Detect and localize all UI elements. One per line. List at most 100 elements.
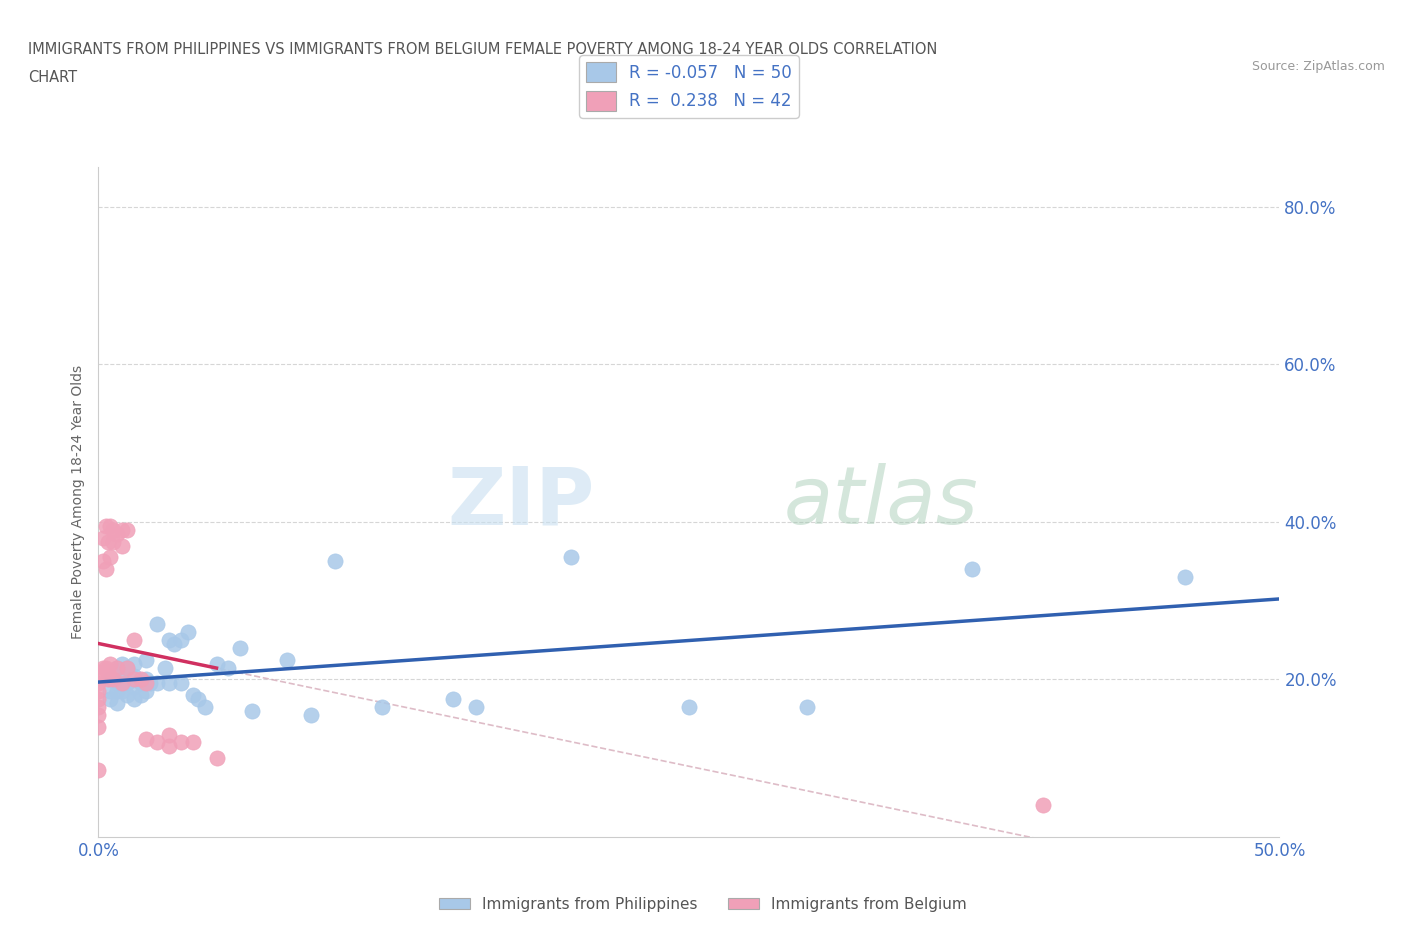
Point xyxy=(97,672,120,687)
Text: IMMIGRANTS FROM PHILIPPINES VS IMMIGRANTS FROM BELGIUM FEMALE POVERTY AMONG 18-2: IMMIGRANTS FROM PHILIPPINES VS IMMIGRANT… xyxy=(28,42,938,57)
Legend: R = -0.057   N = 50, R =  0.238   N = 42: R = -0.057 N = 50, R = 0.238 N = 42 xyxy=(579,55,799,117)
Point xyxy=(205,751,228,765)
Point xyxy=(98,518,121,533)
Point xyxy=(87,708,110,723)
Text: ZIP: ZIP xyxy=(447,463,595,541)
Text: CHART: CHART xyxy=(28,70,77,85)
Point xyxy=(91,660,114,675)
Point xyxy=(678,699,700,714)
Point xyxy=(87,664,110,679)
Point xyxy=(115,660,138,675)
Point xyxy=(146,676,169,691)
Point xyxy=(105,660,128,675)
Point xyxy=(181,688,204,703)
Point xyxy=(94,660,117,675)
Point xyxy=(105,684,128,698)
Point xyxy=(115,660,138,675)
Point xyxy=(465,699,488,714)
Point xyxy=(105,660,128,675)
Text: atlas: atlas xyxy=(783,463,979,541)
Point xyxy=(560,550,582,565)
Point xyxy=(87,699,110,714)
Point xyxy=(135,672,157,687)
Point xyxy=(115,688,138,703)
Point xyxy=(111,672,134,687)
Point xyxy=(299,708,322,723)
Point xyxy=(146,617,169,631)
Point xyxy=(122,668,145,683)
Point xyxy=(97,534,120,549)
Point xyxy=(91,554,114,569)
Point xyxy=(122,657,145,671)
Point xyxy=(98,672,121,687)
Point xyxy=(87,684,110,698)
Point xyxy=(187,692,209,707)
Point xyxy=(441,692,464,707)
Point xyxy=(1174,569,1197,584)
Y-axis label: Female Poverty Among 18-24 Year Olds: Female Poverty Among 18-24 Year Olds xyxy=(72,365,86,639)
Point xyxy=(153,660,176,675)
Point xyxy=(796,699,818,714)
Point xyxy=(111,676,134,691)
Point xyxy=(129,688,152,703)
Point xyxy=(105,526,128,541)
Point xyxy=(105,676,128,691)
Point xyxy=(101,672,124,687)
Point xyxy=(115,676,138,691)
Point xyxy=(276,652,298,667)
Point xyxy=(115,523,138,538)
Legend: Immigrants from Philippines, Immigrants from Belgium: Immigrants from Philippines, Immigrants … xyxy=(433,891,973,918)
Point xyxy=(170,632,193,647)
Point xyxy=(135,731,157,746)
Point xyxy=(323,554,346,569)
Point xyxy=(157,632,180,647)
Point xyxy=(105,696,128,711)
Point xyxy=(135,684,157,698)
Point xyxy=(98,657,121,671)
Point xyxy=(157,739,180,754)
Point xyxy=(111,684,134,698)
Point xyxy=(157,727,180,742)
Point xyxy=(170,676,193,691)
Point xyxy=(122,632,145,647)
Point xyxy=(87,719,110,734)
Point xyxy=(170,735,193,750)
Point xyxy=(87,676,110,691)
Point xyxy=(94,518,117,533)
Point xyxy=(111,523,134,538)
Point xyxy=(229,641,252,656)
Point xyxy=(94,562,117,577)
Point xyxy=(97,664,120,679)
Point xyxy=(217,660,239,675)
Point xyxy=(122,672,145,687)
Point xyxy=(101,534,124,549)
Point xyxy=(98,684,121,698)
Point xyxy=(194,699,217,714)
Point xyxy=(87,763,110,777)
Point xyxy=(139,676,162,691)
Point xyxy=(129,676,152,691)
Point xyxy=(87,692,110,707)
Point xyxy=(135,676,157,691)
Point xyxy=(205,657,228,671)
Point xyxy=(181,735,204,750)
Point xyxy=(371,699,394,714)
Point xyxy=(122,692,145,707)
Point xyxy=(177,625,200,640)
Text: Source: ZipAtlas.com: Source: ZipAtlas.com xyxy=(1251,60,1385,73)
Point xyxy=(157,676,180,691)
Point xyxy=(111,538,134,553)
Point xyxy=(163,636,186,651)
Point xyxy=(1032,798,1054,813)
Point xyxy=(129,672,152,687)
Point xyxy=(111,657,134,671)
Point xyxy=(962,562,984,577)
Point xyxy=(98,550,121,565)
Point xyxy=(101,523,124,538)
Point xyxy=(91,530,114,545)
Point xyxy=(122,680,145,695)
Point xyxy=(135,652,157,667)
Point xyxy=(98,692,121,707)
Point xyxy=(240,703,263,718)
Point xyxy=(146,735,169,750)
